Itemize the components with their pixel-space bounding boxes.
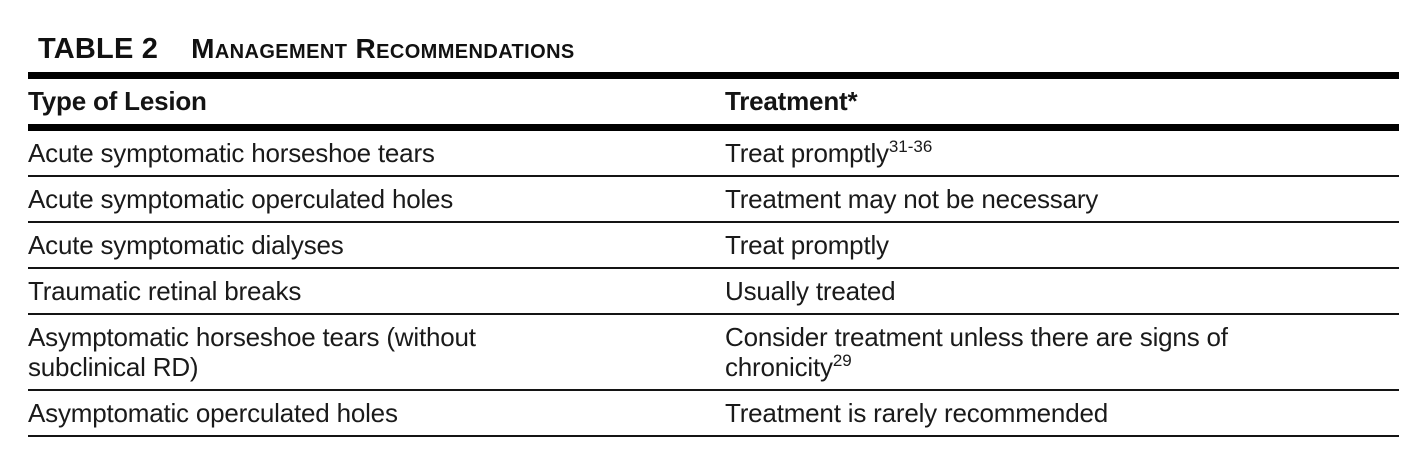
treatment-text: Treat promptly xyxy=(725,230,889,260)
table-row: Asymptomatic horseshoe tears (without su… xyxy=(28,314,1399,391)
lesion-text: Asymptomatic horseshoe tears (without su… xyxy=(28,322,476,382)
treatment-text: Treat promptly xyxy=(725,138,889,168)
treatment-text: Usually treated xyxy=(725,276,896,306)
column-header-treatment: Treatment* xyxy=(725,75,1399,131)
column-header-type-of-lesion: Type of Lesion xyxy=(28,75,725,131)
lesion-cell: Asymptomatic operculated holes xyxy=(28,390,725,437)
treatment-cell: Usually treated xyxy=(725,268,1399,315)
table-title: TABLE 2 Management Recommendations xyxy=(38,33,575,66)
treatment-cell: Treat promptly31-36 xyxy=(725,127,1399,177)
table-row: Acute symptomatic dialyses Treat promptl… xyxy=(28,222,1399,269)
lesion-cell: Acute symptomatic horseshoe tears xyxy=(28,127,725,177)
management-recommendations-table: Type of Lesion Treatment* Acute symptoma… xyxy=(28,72,1399,437)
treatment-text: Treatment is rarely recommended xyxy=(725,398,1108,428)
citation-superscript: 31-36 xyxy=(888,137,933,156)
lesion-text: Acute symptomatic dialyses xyxy=(28,230,344,260)
treatment-cell: Treat promptly xyxy=(725,222,1399,269)
lesion-cell: Asymptomatic horseshoe tears (without su… xyxy=(28,314,725,391)
lesion-text: Asymptomatic operculated holes xyxy=(28,398,398,428)
header-row: Type of Lesion Treatment* xyxy=(28,75,1399,131)
table-caption: Management Recommendations xyxy=(191,33,575,64)
table-row: Asymptomatic operculated holes Treatment… xyxy=(28,390,1399,437)
lesion-text: Acute symptomatic operculated holes xyxy=(28,184,454,214)
treatment-cell: Treatment may not be necessary xyxy=(725,176,1399,223)
table-row: Acute symptomatic operculated holes Trea… xyxy=(28,176,1399,223)
lesion-text: Traumatic retinal breaks xyxy=(28,276,302,306)
lesion-cell: Acute symptomatic operculated holes xyxy=(28,176,725,223)
treatment-cell: Consider treatment unless there are sign… xyxy=(725,314,1399,391)
table-row: Traumatic retinal breaks Usually treated xyxy=(28,268,1399,315)
lesion-text: Acute symptomatic horseshoe tears xyxy=(28,138,435,168)
citation-superscript: 29 xyxy=(832,351,852,370)
treatment-cell: Treatment is rarely recommended xyxy=(725,390,1399,437)
treatment-text: Consider treatment unless there are sign… xyxy=(725,322,1228,382)
lesion-cell: Acute symptomatic dialyses xyxy=(28,222,725,269)
table-number-label: TABLE 2 xyxy=(38,33,159,65)
lesion-cell: Traumatic retinal breaks xyxy=(28,268,725,315)
table-row: Acute symptomatic horseshoe tears Treat … xyxy=(28,127,1399,177)
treatment-text: Treatment may not be necessary xyxy=(725,184,1099,214)
